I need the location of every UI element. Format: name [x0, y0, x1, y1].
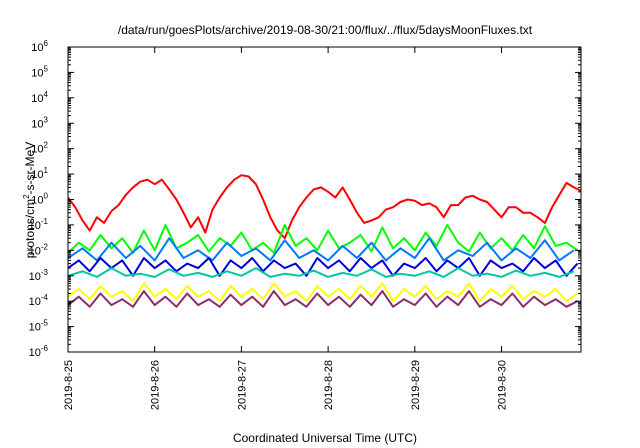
x-tick-label: 2019-8-29 — [410, 360, 422, 410]
y-tick-exponent: -3 — [41, 268, 49, 277]
y-axis-title-prefix: protons/cm — [23, 199, 37, 258]
y-axis-title-suffix: -s-sr-MeV — [23, 142, 37, 195]
y-tick-base: 10 — [31, 144, 43, 156]
y-tick-base: 10 — [29, 347, 41, 359]
series-layer — [67, 174, 582, 308]
y-tick-label: 103 — [31, 115, 48, 130]
y-tick-exponent: 4 — [44, 90, 49, 99]
y-tick-exponent: -4 — [41, 293, 49, 302]
y-tick-base: 10 — [31, 67, 43, 79]
y-tick-exponent: 5 — [44, 64, 49, 73]
x-tick-label: 2019-8-27 — [236, 360, 248, 410]
series-line-2 — [67, 223, 578, 254]
y-tick-exponent: 0 — [44, 192, 49, 201]
y-axis-title-superscript: 2 — [22, 194, 31, 199]
x-tick-label: 2019-8-26 — [150, 360, 162, 410]
y-tick-exponent: 2 — [44, 141, 49, 150]
y-tick-label: 10-5 — [29, 319, 49, 334]
series-line-5 — [67, 267, 575, 278]
y-tick-label: 100 — [31, 192, 48, 207]
plot-frame — [67, 46, 582, 353]
y-tick-label: 10-1 — [29, 217, 49, 232]
series-line-7 — [67, 290, 578, 308]
series-line-1 — [67, 174, 582, 240]
x-tick-label: 2019-8-25 — [63, 360, 75, 410]
y-tick-label: 10-2 — [29, 242, 49, 257]
y-tick-exponent: 3 — [44, 115, 49, 124]
x-axis-title: Coordinated Universal Time (UTC) — [233, 431, 417, 445]
y-axis-title: protons/cm2-s-sr-MeV — [22, 142, 37, 258]
y-tick-base: 10 — [31, 42, 43, 54]
y-tick-exponent: -1 — [41, 217, 49, 226]
chart-title: /data/run/goesPlots/archive/2019-08-30/2… — [118, 23, 533, 37]
y-tick-base: 10 — [31, 169, 43, 181]
y-tick-label: 101 — [31, 166, 48, 181]
y-tick-label: 104 — [31, 90, 48, 105]
series-line-3 — [67, 237, 575, 262]
y-tick-base: 10 — [29, 220, 41, 232]
x-tick-label: 2019-8-28 — [323, 360, 335, 410]
y-tick-base: 10 — [29, 271, 41, 283]
y-tick-exponent: -6 — [41, 344, 49, 353]
series-line-6 — [67, 282, 578, 303]
y-tick-base: 10 — [29, 245, 41, 257]
y-tick-base: 10 — [29, 322, 41, 334]
y-tick-base: 10 — [31, 118, 43, 130]
y-tick-label: 106 — [31, 39, 48, 54]
series-line-4 — [67, 257, 579, 277]
y-tick-label: 10-6 — [29, 344, 49, 359]
y-tick-exponent: -5 — [41, 319, 49, 328]
x-tick-label: 2019-8-30 — [497, 360, 509, 410]
y-tick-label: 10-4 — [29, 293, 49, 308]
y-tick-exponent: 1 — [44, 166, 49, 175]
x-tick-labels: 2019-8-25 2019-8-26 2019-8-27 2019-8-28 2019… — [63, 360, 509, 410]
y-tick-label: 102 — [31, 141, 48, 156]
y-tick-base: 10 — [31, 195, 43, 207]
y-tick-label: 105 — [31, 64, 48, 79]
y-tick-base: 10 — [31, 93, 43, 105]
y-tick-label: 10-3 — [29, 268, 49, 283]
tick-layer — [67, 46, 581, 353]
y-tick-base: 10 — [29, 296, 41, 308]
y-tick-exponent: 6 — [44, 39, 49, 48]
y-tick-exponent: -2 — [41, 242, 49, 251]
y-tick-labels: 10-610-510-410-310-210-11001011021031041… — [29, 39, 49, 359]
